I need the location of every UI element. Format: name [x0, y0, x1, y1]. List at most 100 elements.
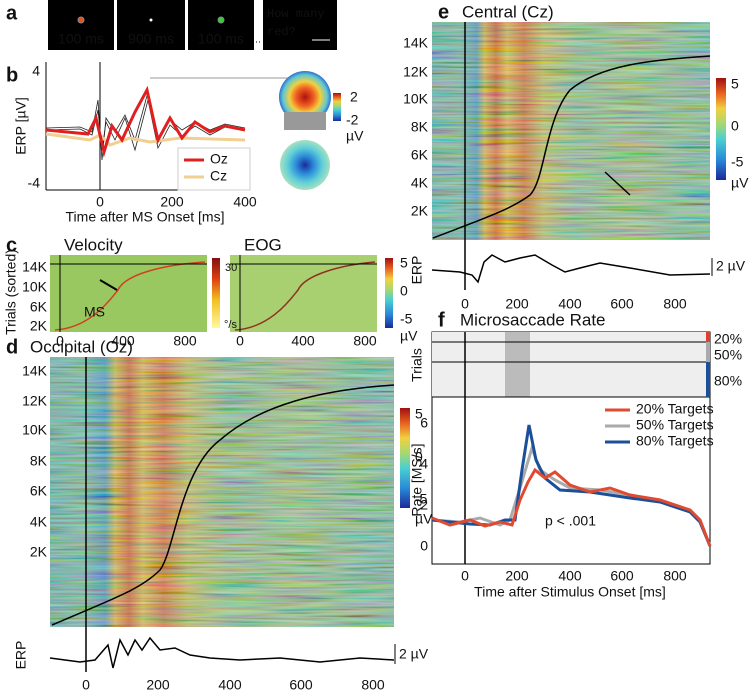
y-tick-label: 6	[420, 415, 428, 431]
scale-label: 2 µV	[399, 646, 429, 662]
colorbar-label: 30	[225, 262, 237, 274]
frame	[48, 0, 114, 50]
erp-trace	[49, 636, 395, 669]
colorbar-label: °/s	[224, 319, 237, 331]
group-bar	[706, 342, 710, 362]
x-tick-label: 0	[461, 568, 469, 584]
group-label: 20%	[714, 331, 742, 347]
y-tick-label: 4K	[411, 175, 429, 191]
x-tick-label: 600	[289, 677, 313, 693]
y-tick-label: 2K	[30, 318, 48, 334]
sort-curve	[432, 55, 711, 239]
colorbar-label: 5	[415, 406, 423, 422]
axis-title: Time after Stimulus Onset [ms]	[474, 584, 666, 600]
velocity-curve	[54, 261, 206, 331]
y-tick-label: 6K	[30, 483, 48, 499]
x-tick-label: 0	[56, 333, 64, 349]
raster	[432, 332, 710, 397]
y-tick-label: 6K	[411, 147, 429, 163]
panel-title: Microsaccade Rate	[460, 310, 606, 329]
panel-label: d	[6, 336, 18, 358]
rate-50	[431, 443, 712, 547]
panel-d	[49, 357, 410, 672]
panel-label: a	[6, 2, 18, 24]
frame-duration: 900 ms	[128, 31, 174, 47]
y-tick-label: 12K	[403, 64, 429, 80]
frame	[263, 0, 337, 50]
y-tick-label: 10K	[22, 279, 48, 295]
y-tick-label: 2K	[30, 544, 48, 560]
rate-20	[431, 467, 712, 547]
panel-label: b	[6, 64, 18, 86]
y-tick-label: 2	[420, 497, 428, 513]
colorbar	[716, 78, 726, 180]
frame	[117, 0, 185, 50]
legend-label: 50% Targets	[636, 417, 714, 433]
legend-label: 80% Targets	[636, 433, 714, 449]
fixation-dot	[149, 18, 153, 22]
frame-duration: 100 ms	[58, 31, 104, 47]
legend-label: 20% Targets	[636, 401, 714, 417]
panel-a	[48, 0, 337, 50]
erp-trace	[431, 254, 711, 284]
x-tick-label: 200	[146, 677, 170, 693]
x-tick-label: 600	[610, 568, 634, 584]
axis-title: Time after MS Onset [ms]	[66, 209, 225, 225]
x-tick-label: 400	[291, 333, 315, 349]
group-bar	[706, 332, 710, 342]
frame	[188, 0, 254, 50]
y-tick-label: 4K	[30, 514, 48, 530]
y-tick-label: 6K	[30, 299, 48, 315]
annotation: MS	[84, 304, 105, 320]
y-tick-label: 12K	[22, 393, 48, 409]
panel-f	[431, 331, 712, 565]
scale-label: 2 µV	[716, 258, 746, 274]
prompt: red?	[267, 25, 296, 39]
legend-label: Oz	[210, 151, 228, 167]
subplot-title: EOG	[244, 235, 282, 254]
x-tick-label: 800	[663, 296, 687, 312]
colorbar-label: 0	[415, 449, 423, 465]
y-tick-label: 14K	[22, 363, 48, 379]
heatmap	[230, 255, 377, 332]
panel-c	[50, 255, 393, 332]
panel-title: Central (Cz)	[462, 2, 554, 21]
x-tick-label: 0	[236, 333, 244, 349]
colorbar-label: 2	[350, 89, 358, 105]
x-tick-label: 400	[558, 296, 582, 312]
colorbar-label: -5	[400, 311, 413, 327]
eog-curve	[234, 261, 376, 331]
x-tick-label: 200	[160, 194, 184, 210]
axis-title: Trials	[409, 348, 425, 382]
y-tick-label: 14K	[22, 259, 48, 275]
colorbar	[400, 408, 410, 508]
x-tick-label: 800	[663, 568, 687, 584]
heatmap	[50, 357, 394, 627]
colorbar-label: 5	[400, 255, 408, 271]
x-tick-label: 400	[233, 194, 257, 210]
colorbar-label: -2	[346, 112, 359, 128]
colorbar-label: µV	[731, 175, 749, 191]
colorbar-label: µV	[400, 328, 418, 344]
oz-trace	[45, 85, 246, 158]
x-tick-label: 800	[353, 333, 377, 349]
colorbar-label: 5	[731, 76, 739, 92]
colorbar-label: -5	[731, 154, 744, 170]
panel-e	[431, 22, 726, 290]
y-tick-label: 8K	[30, 453, 48, 469]
x-tick-label: 0	[96, 194, 104, 210]
axis-title: ERP	[409, 256, 425, 285]
raster-dense	[505, 332, 530, 397]
cz-trace	[45, 132, 246, 147]
group-label: 80%	[714, 373, 742, 389]
annotation: p < .001	[545, 513, 596, 529]
y-tick-label: 14K	[403, 35, 429, 51]
colorbar-label: µV	[346, 128, 364, 144]
prompt: How many	[267, 7, 325, 21]
axis-title: ERP [µV]	[13, 97, 29, 155]
y-tick-label: 10K	[403, 91, 429, 107]
group-label: 50%	[714, 347, 742, 363]
arrow	[604, 171, 631, 196]
x-tick-label: 800	[173, 333, 197, 349]
